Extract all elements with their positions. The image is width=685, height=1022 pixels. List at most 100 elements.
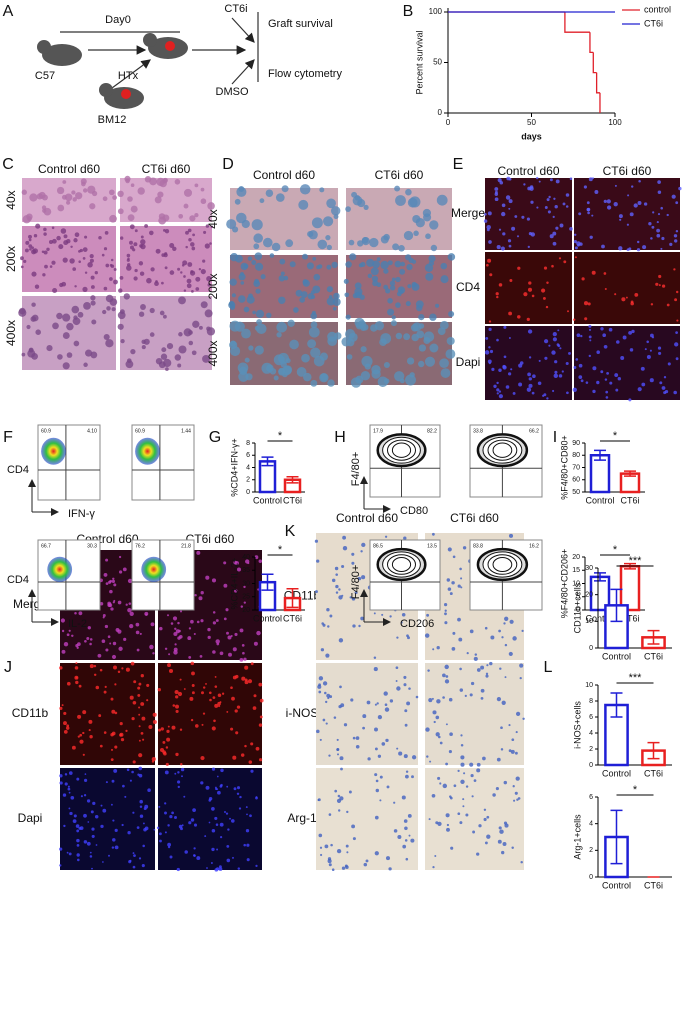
cell (514, 215, 518, 218)
cell (117, 208, 124, 215)
cell (657, 190, 662, 195)
cell (212, 696, 216, 699)
cell (62, 793, 67, 797)
cell (114, 745, 118, 749)
cell (406, 263, 413, 271)
cell (102, 309, 107, 315)
cell (366, 700, 371, 705)
survival-step (592, 52, 597, 74)
cell (255, 288, 261, 294)
cell (209, 242, 212, 245)
cell (526, 317, 530, 322)
cell (447, 587, 452, 591)
cell (552, 331, 557, 337)
cell (214, 675, 217, 678)
cell (112, 819, 115, 822)
cell (514, 751, 518, 755)
cell (122, 567, 127, 572)
cell (374, 773, 378, 777)
cell (377, 376, 389, 387)
cell (32, 248, 38, 254)
cell (406, 701, 411, 706)
cell (431, 532, 435, 536)
cell (432, 710, 437, 715)
cell (120, 338, 125, 344)
cell (307, 231, 314, 238)
cell (103, 247, 108, 251)
cell (588, 328, 592, 331)
cell (501, 636, 504, 639)
cell (405, 301, 411, 307)
cell (512, 636, 517, 641)
cell (496, 381, 499, 385)
cell (167, 725, 170, 728)
cell (321, 622, 324, 625)
cell (136, 826, 140, 829)
cell (107, 601, 112, 606)
cell (259, 698, 264, 703)
cell (388, 867, 392, 871)
cell (127, 196, 133, 202)
cell (389, 699, 394, 703)
cell (149, 644, 154, 650)
cell (169, 855, 173, 859)
cell (316, 559, 320, 563)
cell (183, 203, 189, 209)
cell (488, 346, 491, 349)
cell (508, 724, 511, 727)
cell (494, 197, 499, 202)
cell (387, 308, 395, 316)
cell (335, 591, 339, 594)
cell (486, 263, 489, 267)
cell (133, 276, 138, 281)
panel-letter: J (4, 659, 12, 676)
cell (131, 716, 135, 721)
cell (247, 256, 253, 261)
cell (552, 215, 555, 219)
label: 40x (4, 190, 18, 209)
cell (650, 237, 653, 240)
cell (144, 826, 149, 831)
cell (248, 760, 253, 764)
cell (453, 784, 457, 788)
cell (587, 302, 591, 306)
cell (57, 204, 65, 212)
cell (141, 345, 146, 350)
cell (310, 379, 318, 387)
cell (361, 575, 366, 580)
cell (72, 819, 77, 823)
cell (191, 691, 195, 695)
cell (27, 349, 36, 358)
y-tick-label: 25 (242, 594, 250, 601)
cell (177, 363, 182, 368)
cell (496, 245, 501, 250)
cell (500, 748, 504, 751)
cell (77, 642, 81, 646)
cell (397, 834, 402, 840)
cell (73, 814, 77, 818)
cell (141, 864, 145, 868)
y-tick-label: 5 (576, 594, 580, 601)
cell (528, 383, 533, 388)
y-tick-label: 70 (572, 464, 580, 471)
y-tick-label: 0 (576, 607, 580, 614)
cell (174, 690, 179, 695)
cell (508, 533, 514, 538)
cell (657, 213, 661, 216)
cell (61, 649, 66, 654)
cell (614, 184, 617, 187)
cell (360, 550, 363, 553)
cell (480, 697, 484, 700)
cell (150, 622, 155, 627)
cell (502, 842, 507, 846)
cell (565, 193, 570, 197)
cell (70, 795, 75, 800)
cell (492, 793, 496, 797)
cell (675, 290, 679, 294)
cell (551, 350, 556, 355)
cell (68, 852, 72, 856)
cell (408, 834, 411, 837)
cell (225, 812, 229, 815)
cell (64, 782, 68, 786)
cell (226, 631, 229, 635)
